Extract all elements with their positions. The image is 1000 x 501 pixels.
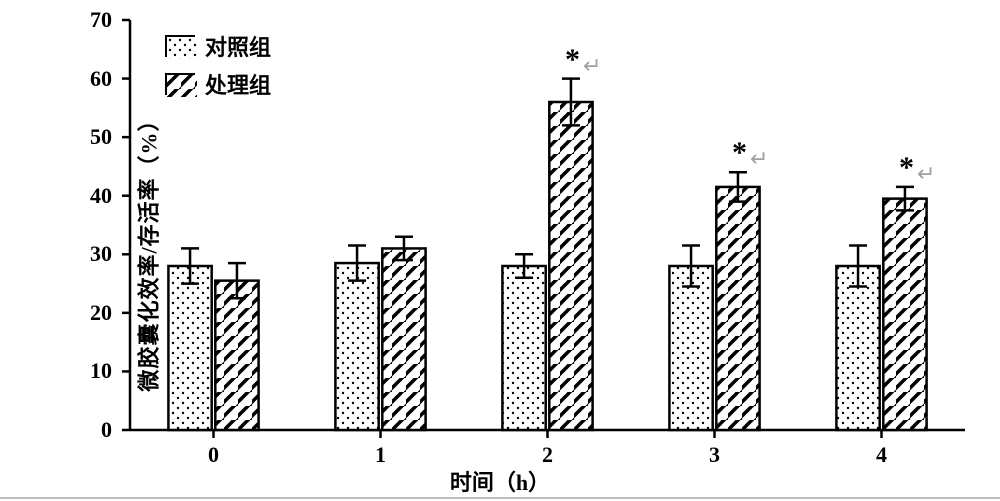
significance-star: * xyxy=(899,151,914,185)
y-tick-label: 0 xyxy=(52,417,112,443)
y-tick-label: 70 xyxy=(52,7,112,33)
x-axis-title: 时间（h） xyxy=(450,465,550,497)
bar-treated xyxy=(716,187,759,430)
return-glyph: ↵ xyxy=(750,146,768,172)
x-tick-label: 1 xyxy=(351,442,411,468)
chart-container: 微胶囊化效率/存活率（%） 010203040506070 01234 对照组处… xyxy=(0,0,1000,501)
y-tick-label: 60 xyxy=(52,66,112,92)
bar-treated xyxy=(215,281,258,430)
x-tick-label: 3 xyxy=(685,442,745,468)
legend: 对照组处理组 xyxy=(165,30,271,100)
bar-control xyxy=(502,266,545,430)
plot-svg xyxy=(0,0,1000,501)
bar-control xyxy=(836,266,879,430)
significance-star: * xyxy=(732,136,747,170)
x-tick-label: 4 xyxy=(852,442,912,468)
bar-treated xyxy=(382,248,425,430)
legend-label: 对照组 xyxy=(205,30,271,62)
legend-swatch-control xyxy=(165,35,195,57)
legend-label: 处理组 xyxy=(205,68,271,100)
y-tick-label: 20 xyxy=(52,300,112,326)
significance-star: * xyxy=(565,43,580,77)
bar-treated xyxy=(883,199,926,430)
bar-control xyxy=(335,263,378,430)
y-tick-label: 10 xyxy=(52,358,112,384)
legend-item: 处理组 xyxy=(165,68,271,100)
legend-swatch-treated xyxy=(165,73,195,95)
bar-control xyxy=(168,266,211,430)
return-glyph: ↵ xyxy=(917,161,935,187)
y-tick-label: 40 xyxy=(52,183,112,209)
return-glyph: ↵ xyxy=(583,53,601,79)
bar-control xyxy=(669,266,712,430)
legend-item: 对照组 xyxy=(165,30,271,62)
bar-treated xyxy=(549,102,592,430)
x-tick-label: 0 xyxy=(184,442,244,468)
y-tick-label: 30 xyxy=(52,241,112,267)
y-tick-label: 50 xyxy=(52,124,112,150)
